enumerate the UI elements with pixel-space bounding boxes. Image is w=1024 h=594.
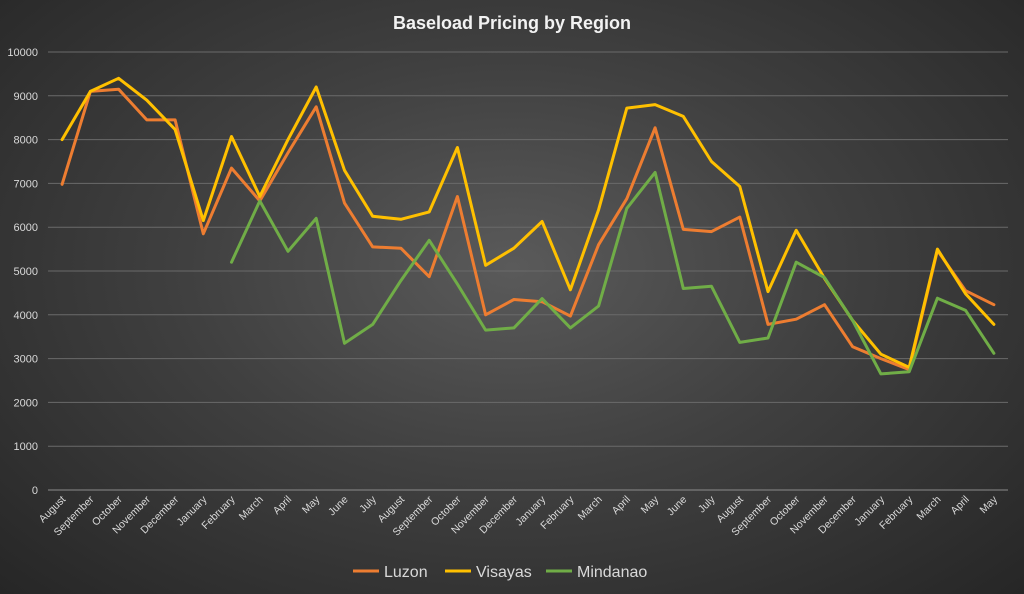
y-tick-label: 3000 — [14, 354, 38, 366]
x-tick-label: April — [610, 494, 633, 517]
legend-label-visayas: Visayas — [476, 564, 532, 581]
x-axis-tick-labels: AugustSeptemberOctoberNovemberDecemberJa… — [37, 493, 1001, 538]
series-line-mindanao — [230, 170, 996, 376]
x-tick-label: June — [326, 494, 351, 519]
x-tick-label: April — [948, 494, 971, 517]
chart-title: Baseload Pricing by Region — [393, 13, 631, 33]
y-tick-label: 7000 — [14, 178, 38, 190]
series-line-luzon — [60, 87, 996, 372]
y-tick-label: 1000 — [14, 441, 38, 453]
legend-label-mindanao: Mindanao — [577, 564, 647, 581]
x-tick-label: March — [914, 494, 943, 523]
y-tick-label: 10000 — [7, 47, 38, 59]
y-tick-label: 9000 — [14, 91, 38, 103]
x-tick-label: June — [665, 494, 690, 519]
x-tick-label: April — [271, 494, 294, 517]
x-tick-label: July — [696, 493, 718, 515]
x-tick-label: July — [357, 493, 379, 515]
x-tick-label: May — [300, 493, 323, 516]
y-tick-label: 8000 — [14, 135, 38, 147]
x-tick-label: March — [576, 494, 605, 523]
y-tick-label: 5000 — [14, 266, 38, 278]
y-axis-tick-labels: 0 1000 2000 3000 4000 5000 6000 7000 8000 9000 100… — [7, 47, 38, 497]
series-lines — [60, 76, 996, 376]
x-tick-label: May — [977, 493, 1000, 516]
legend-label-luzon: Luzon — [384, 564, 428, 581]
y-tick-label: 0 — [32, 485, 38, 497]
legend: Luzon Visayas Mindanao — [353, 564, 647, 581]
x-tick-label: May — [639, 493, 662, 516]
gridlines — [48, 51, 1008, 491]
y-tick-label: 4000 — [14, 310, 38, 322]
x-tick-label: March — [237, 494, 266, 523]
y-tick-label: 2000 — [14, 397, 38, 409]
y-tick-label: 6000 — [14, 222, 38, 234]
